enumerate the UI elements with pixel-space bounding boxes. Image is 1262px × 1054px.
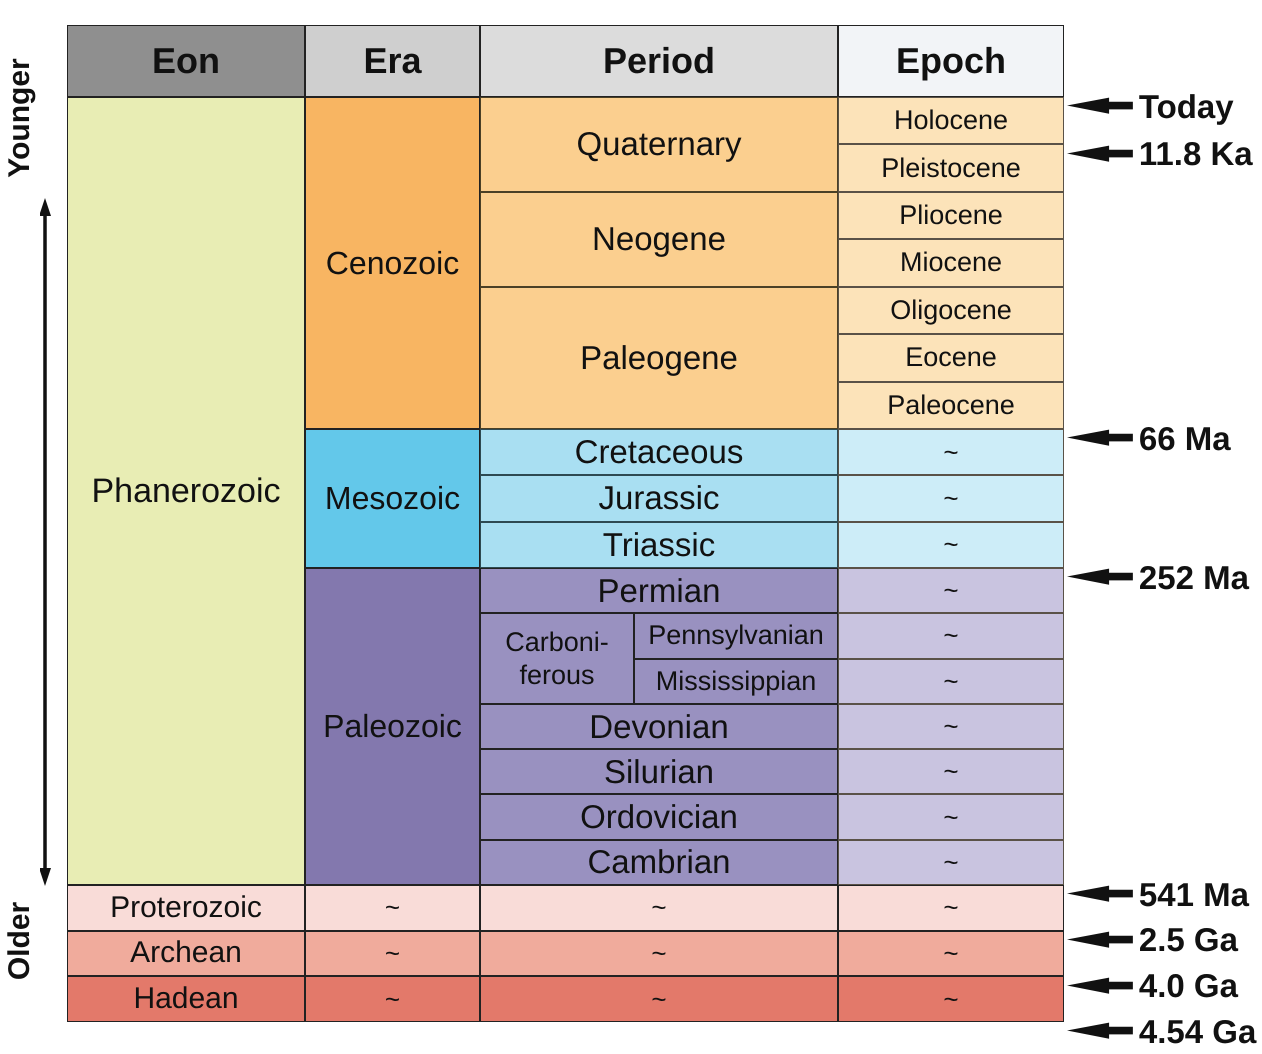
svg-text:Younger: Younger: [3, 58, 36, 178]
svg-text:Older: Older: [3, 902, 36, 981]
